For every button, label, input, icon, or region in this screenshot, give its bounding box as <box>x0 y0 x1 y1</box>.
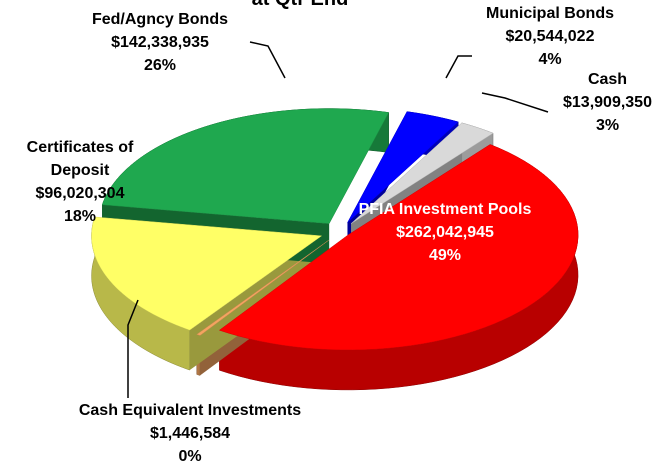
leader-lines <box>127 41 549 398</box>
slice-label: Municipal Bonds $20,544,022 4% <box>455 2 645 71</box>
slice <box>218 144 579 351</box>
slice-label: Certificates of Deposit $96,020,304 18% <box>5 136 155 228</box>
slice-label: Cash $13,909,350 3% <box>550 68 665 137</box>
slice-label: Fed/Agncy Bonds $142,338,935 26% <box>60 8 260 77</box>
percent-label: 26% <box>143 57 177 74</box>
slice <box>196 240 329 336</box>
category-label: PFIA Investment Pools <box>358 201 532 218</box>
slice <box>347 111 459 223</box>
slice <box>350 122 494 224</box>
category-label: Cash Equivalent Investments <box>78 402 302 419</box>
percent-label: 4% <box>538 51 562 68</box>
value-label: $96,020,304 <box>35 185 125 202</box>
pie <box>91 108 579 391</box>
category-label: Certificates of Deposit <box>26 139 134 179</box>
percent-label: 0% <box>178 448 202 465</box>
value-label: $142,338,935 <box>111 34 209 51</box>
leader-line <box>127 299 139 398</box>
category-label: Municipal Bonds <box>486 5 614 22</box>
slice-label: PFIA Investment Pools $262,042,945 49% <box>355 198 535 267</box>
percent-label: 49% <box>428 247 462 264</box>
category-label: Cash <box>587 71 628 88</box>
slice-label: Cash Equivalent Investments $1,446,584 0… <box>20 399 360 468</box>
value-label: $262,042,945 <box>396 224 494 241</box>
slice <box>91 216 323 331</box>
category-label: Fed/Agncy Bonds <box>91 11 228 28</box>
leader-line <box>249 41 286 79</box>
slice-tops <box>91 108 579 351</box>
percent-label: 18% <box>63 208 97 225</box>
leader-line <box>481 92 549 113</box>
value-label: $20,544,022 <box>505 28 595 45</box>
value-label: $1,446,584 <box>149 425 231 442</box>
value-label: $13,909,350 <box>563 94 652 111</box>
slice <box>101 108 390 224</box>
leader-line <box>445 55 472 79</box>
chart-title: at Qtr End <box>200 0 400 11</box>
percent-label: 3% <box>595 117 620 134</box>
